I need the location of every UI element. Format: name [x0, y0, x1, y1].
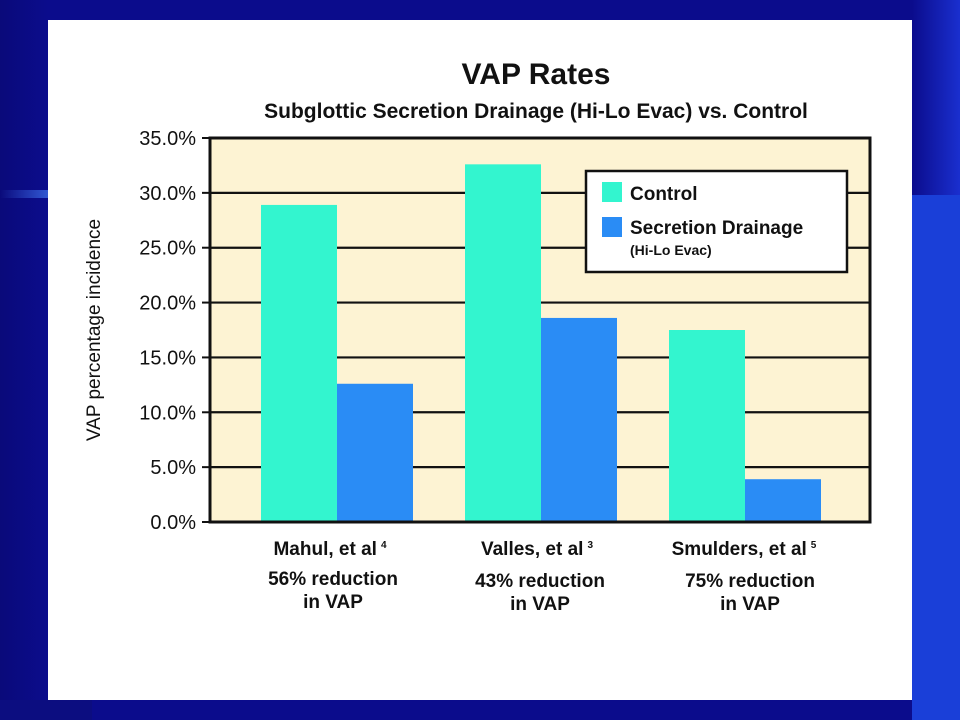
- category-note-smulders-line2: in VAP: [720, 594, 780, 615]
- y-tick-label: 25.0%: [139, 238, 196, 260]
- legend-label-secretion-drainage: Secretion Drainage: [630, 218, 803, 239]
- y-tick-label: 0.0%: [150, 512, 196, 534]
- legend-box: [584, 169, 849, 274]
- slide-background-corner: [0, 700, 92, 720]
- bar-secretion-drainage-mahul: [337, 383, 413, 522]
- bar-control-mahul: [261, 204, 337, 522]
- category-label-smulders: Smulders, et al 5: [672, 539, 817, 560]
- y-axis-label: VAP percentage incidence: [84, 219, 105, 441]
- chart-title: VAP Rates: [462, 58, 611, 91]
- legend-swatch-secretion-drainage: [602, 217, 622, 237]
- legend-label-secretion-drainage-sub: (Hi-Lo Evac): [630, 242, 712, 258]
- category-note-smulders-line1: 75% reduction: [685, 571, 815, 592]
- y-tick-label: 35.0%: [139, 128, 196, 150]
- y-tick-label: 5.0%: [150, 457, 196, 479]
- plot-frame: [208, 136, 872, 524]
- y-tick-label: 10.0%: [139, 402, 196, 424]
- category-label-valles: Valles, et al 3: [481, 539, 593, 560]
- bar-control-valles: [465, 164, 541, 522]
- y-tick-label: 20.0%: [139, 293, 196, 315]
- slide-background-right-panel: [912, 195, 960, 720]
- legend-swatch-control: [602, 182, 622, 202]
- legend: Control Secretion Drainage (Hi-Lo Evac): [584, 169, 849, 274]
- category-note-valles-line2: in VAP: [510, 594, 570, 615]
- bar-secretion-drainage-valles: [541, 317, 617, 522]
- y-tick-label: 30.0%: [139, 183, 196, 205]
- category-note-mahul-line2: in VAP: [303, 592, 363, 613]
- bar-secretion-drainage-smulders: [745, 479, 821, 522]
- category-note-valles-line1: 43% reduction: [475, 571, 605, 592]
- category-label-mahul: Mahul, et al 4: [273, 539, 386, 560]
- legend-label-control: Control: [630, 184, 698, 205]
- y-tick-label: 15.0%: [139, 347, 196, 369]
- category-note-mahul-line1: 56% reduction: [268, 569, 398, 590]
- chart-subtitle: Subglottic Secretion Drainage (Hi-Lo Eva…: [264, 100, 808, 123]
- bar-control-smulders: [669, 330, 745, 522]
